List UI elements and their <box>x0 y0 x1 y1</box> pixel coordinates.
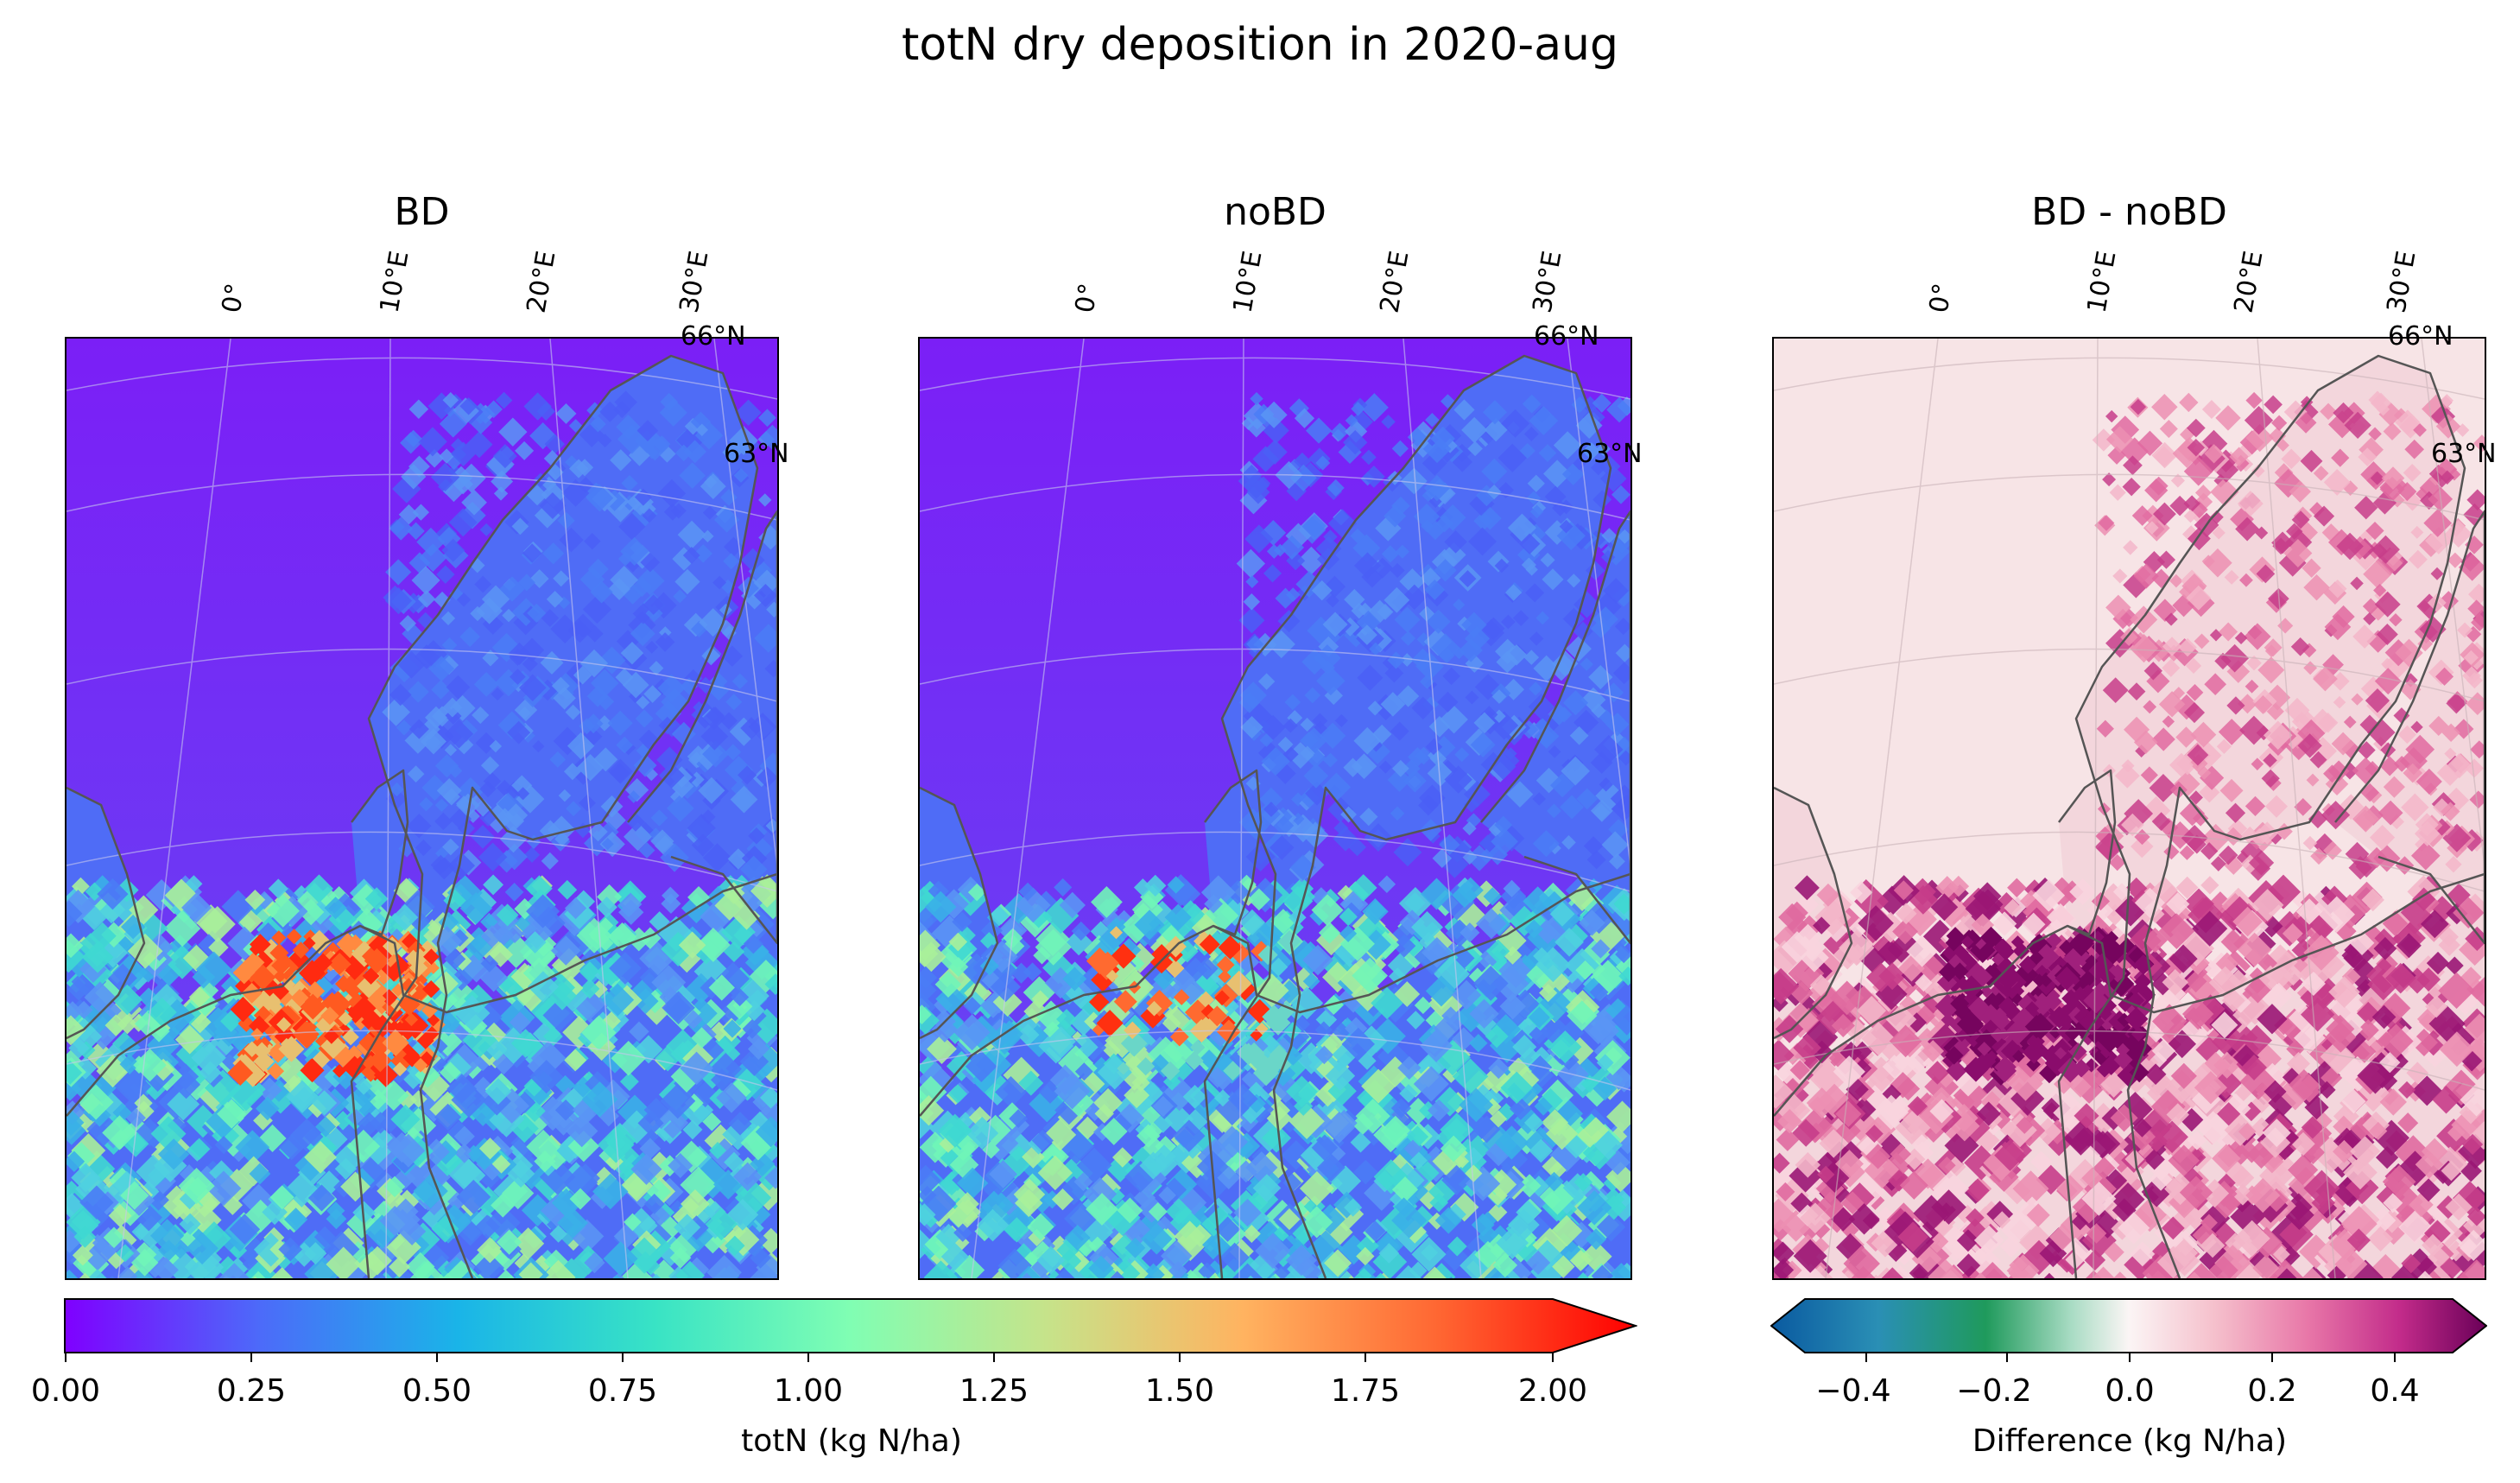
lon-label-0: 0° <box>1069 281 1105 315</box>
lon-label-20e: 20°E <box>2228 248 2270 315</box>
colorbar-diff <box>1770 1298 2487 1353</box>
map-bd-svg <box>66 339 777 1278</box>
colorbar-tick: 0.00 <box>30 1373 101 1409</box>
tickmark <box>1552 1352 1554 1362</box>
lon-label-10e: 10°E <box>1227 248 1269 315</box>
tickmark <box>993 1352 995 1362</box>
tickmark <box>2271 1352 2273 1362</box>
figure-title: totN dry deposition in 2020-aug <box>901 19 1619 71</box>
colorbar-tick: 0.4 <box>2370 1373 2420 1409</box>
lon-label-30e: 30°E <box>2381 248 2422 315</box>
colorbar-tick: −0.2 <box>1956 1373 2032 1409</box>
lat-label-63n: 63°N <box>724 439 789 469</box>
lon-label-0: 0° <box>1923 281 1959 315</box>
lon-label-10e: 10°E <box>2081 248 2123 315</box>
lat-label-66n: 66°N <box>2388 321 2454 352</box>
tickmark <box>2394 1352 2396 1362</box>
lon-label-20e: 20°E <box>1374 248 1415 315</box>
tickmark <box>2006 1352 2008 1362</box>
colorbar-tick: 1.25 <box>959 1373 1029 1409</box>
colorbar-diff-label: Difference (kg N/ha) <box>1972 1423 2288 1459</box>
lat-label-66n: 66°N <box>1534 321 1599 352</box>
colorbar-tick: 0.50 <box>402 1373 472 1409</box>
tickmark <box>250 1352 252 1362</box>
tickmark <box>436 1352 438 1362</box>
panel-title-bd: BD <box>394 190 450 234</box>
colorbar-tick: −0.4 <box>1815 1373 1891 1409</box>
panel-title-diff: BD - noBD <box>2031 190 2227 234</box>
tickmark <box>65 1352 66 1362</box>
map-nobd-svg <box>920 339 1630 1278</box>
lat-label-63n: 63°N <box>1577 439 1643 469</box>
colorbar-tick: 0.0 <box>2105 1373 2155 1409</box>
lon-label-10e: 10°E <box>374 248 415 315</box>
panel-title-nobd: noBD <box>1224 190 1326 234</box>
lon-label-30e: 30°E <box>674 248 715 315</box>
map-panel-nobd <box>918 337 1632 1280</box>
colorbar-tick: 1.75 <box>1330 1373 1401 1409</box>
tickmark <box>1179 1352 1181 1362</box>
colorbar-tick: 0.75 <box>587 1373 658 1409</box>
colorbar-tick: 0.2 <box>2247 1373 2297 1409</box>
colorbar-tick: 2.00 <box>1517 1373 1588 1409</box>
tickmark <box>2129 1352 2131 1362</box>
map-panel-diff <box>1772 337 2486 1280</box>
colorbar-tick: 1.00 <box>773 1373 844 1409</box>
colorbar-main <box>64 1298 1637 1353</box>
tickmark <box>807 1352 809 1362</box>
colorbar-tick: 1.50 <box>1144 1373 1215 1409</box>
lon-label-30e: 30°E <box>1527 248 1568 315</box>
map-panel-bd <box>65 337 779 1280</box>
tickmark <box>1865 1352 1867 1362</box>
map-diff-svg <box>1774 339 2485 1278</box>
tickmark <box>622 1352 624 1362</box>
tickmark <box>1364 1352 1366 1362</box>
colorbar-tick: 0.25 <box>216 1373 287 1409</box>
lat-label-63n: 63°N <box>2431 439 2497 469</box>
lat-label-66n: 66°N <box>681 321 746 352</box>
colorbar-main-label: totN (kg N/ha) <box>741 1423 962 1459</box>
lon-label-0: 0° <box>216 281 251 315</box>
lon-label-20e: 20°E <box>521 248 562 315</box>
